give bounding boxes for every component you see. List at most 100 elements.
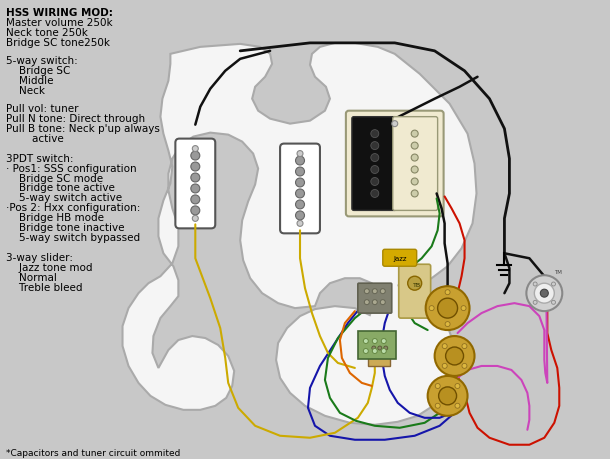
Circle shape	[295, 201, 304, 209]
Circle shape	[384, 346, 388, 350]
Circle shape	[371, 190, 379, 198]
Circle shape	[372, 339, 378, 344]
FancyBboxPatch shape	[280, 144, 320, 234]
Circle shape	[411, 179, 418, 185]
Bar	[368, 336, 390, 366]
Circle shape	[437, 298, 458, 319]
Circle shape	[439, 387, 456, 405]
Circle shape	[392, 121, 398, 127]
FancyBboxPatch shape	[175, 139, 215, 229]
Circle shape	[435, 336, 475, 376]
Circle shape	[435, 384, 440, 389]
Text: Pull vol: tuner: Pull vol: tuner	[6, 103, 78, 113]
Text: Bridge tone inactive: Bridge tone inactive	[6, 223, 124, 233]
Circle shape	[372, 346, 376, 350]
Circle shape	[411, 167, 418, 174]
Circle shape	[407, 277, 422, 291]
Circle shape	[191, 196, 200, 204]
Circle shape	[455, 403, 460, 409]
Circle shape	[551, 282, 556, 286]
FancyBboxPatch shape	[399, 265, 431, 319]
Circle shape	[364, 300, 369, 305]
Circle shape	[372, 300, 378, 305]
Circle shape	[371, 166, 379, 174]
Text: active: active	[6, 133, 63, 143]
Circle shape	[551, 301, 556, 305]
Circle shape	[428, 376, 467, 416]
Circle shape	[445, 290, 450, 295]
Circle shape	[192, 216, 198, 222]
Circle shape	[429, 306, 434, 311]
Text: Middle: Middle	[6, 76, 53, 85]
Circle shape	[371, 130, 379, 138]
Text: Pull B tone: Neck p'up always: Pull B tone: Neck p'up always	[6, 123, 160, 134]
Circle shape	[442, 344, 447, 349]
Text: HSS WIRING MOD:: HSS WIRING MOD:	[6, 8, 113, 18]
Circle shape	[411, 155, 418, 162]
Circle shape	[381, 339, 386, 344]
Circle shape	[297, 151, 303, 157]
Text: Neck tone 250k: Neck tone 250k	[6, 28, 88, 38]
Text: Neck: Neck	[6, 85, 45, 95]
Circle shape	[295, 179, 304, 188]
Text: Bridge tone active: Bridge tone active	[6, 183, 115, 193]
Polygon shape	[123, 44, 476, 425]
Text: Bridge SC tone250k: Bridge SC tone250k	[6, 38, 110, 48]
Text: TB: TB	[412, 282, 421, 287]
Circle shape	[295, 168, 304, 177]
Text: Treble bleed: Treble bleed	[6, 283, 82, 292]
Text: · Pos1: SSS configuration: · Pos1: SSS configuration	[6, 163, 137, 173]
FancyBboxPatch shape	[358, 284, 392, 313]
Circle shape	[191, 207, 200, 215]
Circle shape	[445, 347, 464, 365]
Circle shape	[371, 142, 379, 150]
Circle shape	[297, 221, 303, 227]
Circle shape	[455, 384, 460, 389]
Circle shape	[372, 289, 378, 294]
Text: Jazz: Jazz	[393, 256, 406, 262]
Circle shape	[435, 403, 440, 409]
Text: Bridge HB mode: Bridge HB mode	[6, 213, 104, 223]
Text: TM: TM	[554, 269, 562, 274]
Text: Normal: Normal	[6, 273, 57, 283]
FancyBboxPatch shape	[346, 112, 443, 217]
Text: 5-way switch bypassed: 5-way switch bypassed	[6, 233, 140, 243]
Circle shape	[295, 190, 304, 198]
Text: 5-way switch:: 5-way switch:	[6, 56, 77, 66]
Circle shape	[371, 178, 379, 186]
Circle shape	[191, 162, 200, 172]
Circle shape	[411, 131, 418, 138]
Circle shape	[533, 301, 537, 305]
Circle shape	[533, 282, 537, 286]
Circle shape	[295, 212, 304, 220]
Circle shape	[380, 300, 386, 305]
Circle shape	[364, 339, 368, 344]
Circle shape	[381, 349, 386, 354]
Circle shape	[411, 143, 418, 150]
Circle shape	[426, 286, 470, 330]
Circle shape	[462, 344, 467, 349]
Circle shape	[540, 290, 548, 297]
Text: 5-way switch active: 5-way switch active	[6, 193, 122, 203]
Circle shape	[192, 146, 198, 152]
Text: 3-way slider:: 3-way slider:	[6, 253, 73, 263]
Circle shape	[534, 284, 554, 303]
Circle shape	[461, 306, 466, 311]
Text: Jazz tone mod: Jazz tone mod	[6, 263, 92, 273]
Circle shape	[364, 349, 368, 354]
Circle shape	[526, 275, 562, 312]
Circle shape	[411, 190, 418, 197]
Text: ·Pos 2: Hxx configuration:: ·Pos 2: Hxx configuration:	[6, 203, 140, 213]
Text: Bridge SC: Bridge SC	[6, 66, 70, 76]
Circle shape	[191, 185, 200, 194]
Circle shape	[378, 346, 382, 350]
Circle shape	[191, 174, 200, 183]
Text: Master volume 250k: Master volume 250k	[6, 18, 112, 28]
FancyBboxPatch shape	[352, 118, 396, 211]
Bar	[358, 331, 396, 359]
Circle shape	[372, 349, 378, 354]
Circle shape	[295, 157, 304, 166]
FancyBboxPatch shape	[383, 250, 417, 267]
Text: 3PDT switch:: 3PDT switch:	[6, 153, 73, 163]
Text: *Capacitors and tuner circuit ommited: *Capacitors and tuner circuit ommited	[6, 448, 180, 457]
